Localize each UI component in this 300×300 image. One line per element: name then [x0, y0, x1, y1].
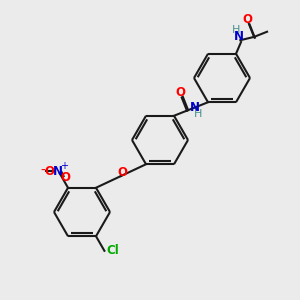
Text: O: O: [45, 165, 55, 178]
Text: O: O: [242, 13, 252, 26]
Text: H: H: [194, 109, 202, 119]
Text: Cl: Cl: [106, 244, 119, 257]
Text: O: O: [175, 86, 185, 100]
Text: O: O: [61, 171, 70, 184]
Text: N: N: [190, 101, 200, 114]
Text: +: +: [60, 161, 68, 171]
Text: N: N: [234, 30, 244, 43]
Text: O: O: [117, 166, 127, 178]
Text: N: N: [52, 165, 63, 178]
Text: -: -: [40, 164, 45, 178]
Text: H: H: [232, 25, 240, 35]
